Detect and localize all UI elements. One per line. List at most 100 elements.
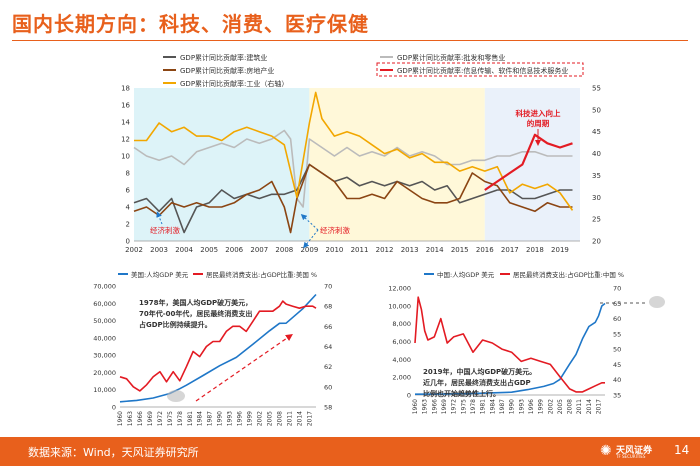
us-x-tick: 2005 — [266, 411, 273, 426]
top-x-tick: 2017 — [501, 246, 519, 254]
top-y-right-tick: 30 — [592, 194, 601, 202]
cn-note-line-1: 2019年，中国人均GDP破万美元。 — [423, 367, 536, 376]
page-title: 国内长期方向：科技、消费、医疗保健 — [12, 12, 369, 36]
us-x-tick: 1978 — [177, 411, 184, 426]
us-y-left-tick: 10,000 — [93, 386, 116, 394]
cn-x-tick: 2008 — [567, 399, 574, 414]
stimulus-arrow-1 — [156, 211, 163, 225]
stimulus-arrow-2a — [300, 213, 319, 231]
top-y-left-tick: 14 — [121, 119, 130, 127]
cn-x-tick: 1984 — [489, 399, 496, 414]
us-x-tick: 2011 — [286, 411, 293, 426]
top-y-left-tick: 16 — [121, 102, 130, 110]
top-x-tick: 2015 — [451, 246, 469, 254]
source-note: 数据来源：Wind，天风证券研究所 — [28, 446, 199, 459]
us-x-tick: 1975 — [167, 411, 174, 426]
us-y-left-tick: 40,000 — [93, 334, 116, 342]
cn-x-tick: 1999 — [538, 399, 545, 414]
cn-x-tick: 1978 — [470, 399, 477, 414]
page-number: 14 — [674, 443, 690, 457]
top-y-left-tick: 6 — [126, 187, 131, 195]
us-x-tick: 1981 — [187, 411, 194, 426]
legend-retail: GDP累计同比贡献率:批发和零售业 — [397, 53, 505, 62]
us-y-right-tick: 68 — [324, 303, 332, 311]
top-y-right-tick: 45 — [592, 128, 601, 136]
legend-us-ratio: 居民最终消费支出:占GDP比重:美国 % — [206, 270, 317, 279]
us-y-left-tick: 0 — [112, 404, 116, 412]
logo-name: 天风证券 — [616, 446, 653, 456]
top-x-tick: 2009 — [300, 246, 318, 254]
us-x-tick: 1972 — [157, 411, 164, 426]
cn-y-right-tick: 55 — [613, 330, 621, 338]
cn-y-right-tick: 40 — [613, 376, 621, 384]
industry-contribution-chart: GDP累计同比贡献率:建筑业 GDP累计同比贡献率:房地产业 GDP累计同比贡献… — [121, 53, 601, 254]
industry-line — [134, 91, 574, 211]
cn-x-tick: 1960 — [412, 399, 419, 414]
cn-y-left-tick: 12,000 — [388, 285, 411, 293]
us-x-tick: 1987 — [207, 411, 214, 426]
us-x-tick: 1999 — [247, 411, 254, 426]
top-y-right-tick: 40 — [592, 150, 601, 158]
logo-subtext: TF SECURITIES — [616, 454, 646, 459]
cn-y-right-tick: 60 — [613, 315, 621, 323]
us-y-right-tick: 58 — [324, 404, 332, 412]
us-y-right-tick: 66 — [324, 323, 332, 331]
us-x-tick: 1990 — [217, 411, 224, 426]
cn-x-tick: 1987 — [499, 399, 506, 414]
cn-y-left-tick: 10,000 — [388, 302, 411, 310]
top-x-tick: 2007 — [250, 246, 268, 254]
legend-it: GDP累计同比贡献率:信息传输、软件和信息技术服务业 — [397, 66, 568, 75]
top-x-tick: 2004 — [175, 246, 193, 254]
top-x-tick: 2014 — [426, 246, 444, 254]
cn-x-tick: 1993 — [518, 399, 525, 414]
tech-cycle-annotation-2: 的周期 — [527, 118, 550, 128]
cn-x-tick: 1990 — [509, 399, 516, 414]
us-y-left-tick: 20,000 — [93, 369, 116, 377]
us-x-tick: 1996 — [237, 411, 244, 426]
legend-construction: GDP累计同比贡献率:建筑业 — [180, 53, 267, 62]
phase-band-1 — [134, 88, 310, 241]
us-gdp-line — [119, 293, 317, 403]
us-x-tick: 2002 — [257, 411, 264, 426]
title-divider — [12, 40, 688, 41]
legend-us-gdp: 美国:人均GDP 美元 — [131, 270, 189, 279]
us-y-left-tick: 60,000 — [93, 300, 116, 308]
top-y-right-tick: 20 — [592, 238, 601, 246]
stimulus-arrow-2b — [303, 229, 319, 249]
cn-note-line-3: 比例也开始趋势性上行。 — [423, 389, 500, 398]
cn-y-left-tick: 2,000 — [392, 374, 411, 382]
us-x-tick: 1993 — [227, 411, 234, 426]
us-x-tick: 1984 — [197, 411, 204, 426]
us-note-line-3: 占GDP比例持续提升。 — [139, 320, 212, 329]
top-x-tick: 2012 — [376, 246, 394, 254]
cn-note-line-2: 近几年，居民最终消费支出占GDP — [423, 378, 531, 387]
cn-y-right-tick: 35 — [613, 392, 621, 400]
cn-x-tick: 2017 — [596, 399, 603, 414]
top-x-tick: 2019 — [551, 246, 569, 254]
cn-y-left-tick: 4,000 — [392, 356, 411, 364]
us-y-left-tick: 30,000 — [93, 352, 116, 360]
cn-x-tick: 2002 — [547, 399, 554, 414]
tech-cycle-annotation-1: 科技进入向上 — [516, 108, 561, 118]
cn-ratio-line — [414, 296, 605, 393]
top-x-tick: 2006 — [225, 246, 243, 254]
cn-legend: 中国:人均GDP 美元 居民最终消费支出:占GDP比重:中国 % — [424, 270, 624, 279]
cn-y-right-tick: 70 — [613, 285, 621, 293]
cn-y-right-tick: 45 — [613, 361, 621, 369]
top-y-right-tick: 25 — [592, 216, 601, 224]
cn-y-left-tick: 0 — [407, 392, 411, 400]
legend-cn-ratio: 居民最终消费支出:占GDP比重:中国 % — [513, 270, 624, 279]
top-x-tick: 2016 — [476, 246, 494, 254]
us-x-tick: 1966 — [137, 411, 144, 426]
us-ratio-line — [119, 300, 317, 392]
top-y-left-tick: 18 — [121, 85, 130, 93]
top-x-tick: 2011 — [351, 246, 369, 254]
top-x-tick: 2005 — [200, 246, 218, 254]
top-x-tick: 2008 — [275, 246, 293, 254]
cn-y-left-tick: 8,000 — [392, 320, 411, 328]
cn-y-right-tick: 65 — [613, 300, 621, 308]
cn-y-left-tick: 6,000 — [392, 338, 411, 346]
cn-x-tick: 1972 — [451, 399, 458, 414]
logo-icon: ✺ — [600, 443, 612, 459]
top-y-left-tick: 12 — [121, 136, 130, 144]
